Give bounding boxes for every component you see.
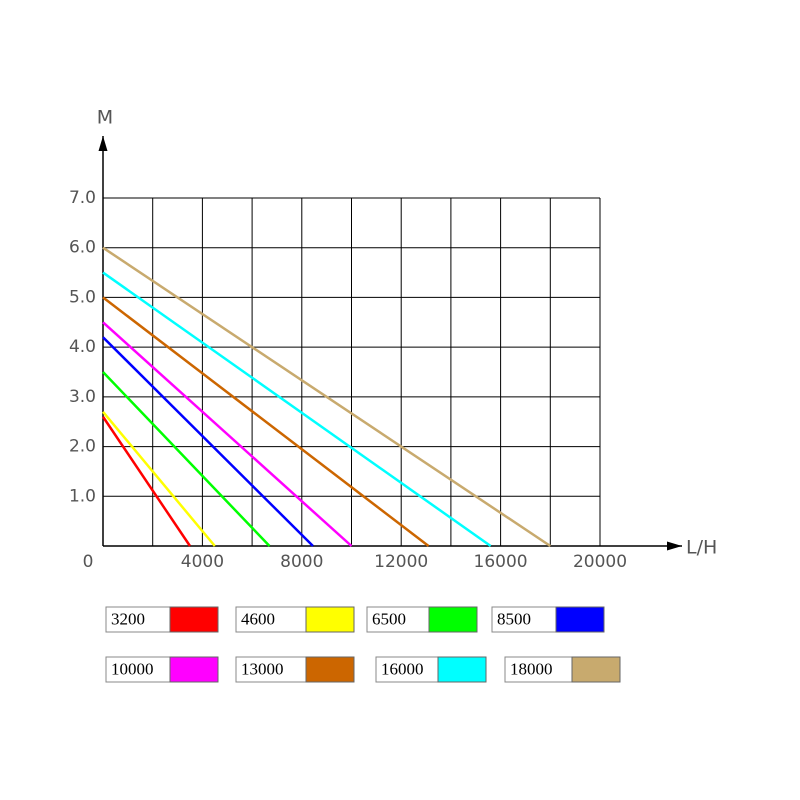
curve (102, 336, 314, 547)
legend-label: 16000 (381, 659, 424, 678)
legend-box (235, 606, 307, 633)
y-tick-label: 1.0 (69, 486, 96, 506)
x-tick-label: 16000 (474, 552, 528, 572)
legend-swatch (428, 606, 478, 633)
legend-label: 4600 (241, 609, 275, 628)
x-tick-label: 4000 (181, 552, 224, 572)
x-tick-label: 8000 (280, 552, 323, 572)
legend-box (366, 606, 430, 633)
curve (102, 321, 353, 547)
legend-box (105, 606, 171, 633)
x-tick-label: 12000 (374, 552, 428, 572)
legend-swatch (555, 606, 605, 633)
y-tick-label: 2.0 (69, 437, 96, 457)
legend-label: 6500 (372, 609, 406, 628)
y-tick-label: 4.0 (69, 337, 96, 357)
legend-swatch (305, 606, 355, 633)
legend-label: 8500 (497, 609, 531, 628)
legend-label: 18000 (510, 659, 553, 678)
legend-swatch (571, 656, 621, 683)
curve (102, 296, 430, 547)
y-axis-label: M (97, 107, 113, 129)
legend-label: 3200 (111, 609, 145, 628)
y-tick-label: 6.0 (69, 238, 96, 258)
curve (102, 371, 271, 547)
legend-swatch (305, 656, 355, 683)
y-tick-label: 3.0 (69, 387, 96, 407)
x-tick-label: 0 (83, 552, 94, 572)
y-tick-label: 5.0 (69, 287, 96, 307)
legend-swatch (169, 656, 219, 683)
legend-box (235, 656, 307, 683)
legend-swatch (437, 656, 487, 683)
curve (102, 271, 492, 548)
legend-box (504, 656, 573, 683)
curve (101, 416, 192, 547)
legend-box (375, 656, 439, 683)
x-axis-label: L/H (686, 537, 717, 559)
x-tick-label: 20000 (573, 552, 627, 572)
legend-label: 10000 (111, 659, 154, 678)
legend-label: 13000 (241, 659, 284, 678)
legend-swatch (169, 606, 219, 633)
curve (102, 410, 216, 547)
y-tick-label: 7.0 (69, 188, 96, 208)
legend-box (491, 606, 557, 633)
curve (102, 246, 551, 548)
